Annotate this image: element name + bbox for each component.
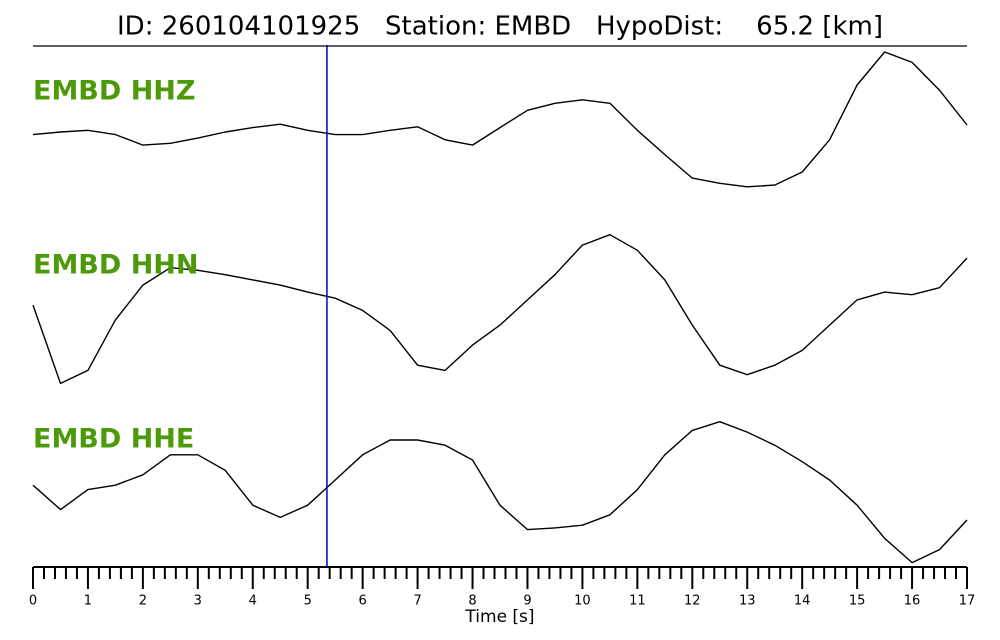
x-tick-label: 8 [468, 594, 476, 609]
x-tick-label: 0 [29, 594, 37, 609]
chart-title: ID: 260104101925 Station: EMBD HypoDist:… [117, 12, 883, 42]
x-tick-label: 1 [84, 594, 92, 609]
x-tick-label: 4 [249, 594, 257, 609]
trace [32, 234, 968, 385]
trace-label: EMBD HHN [33, 250, 199, 281]
trace [32, 51, 968, 188]
x-tick-label: 7 [413, 594, 421, 609]
x-tick-label: 17 [959, 594, 976, 609]
trace-label: EMBD HHZ [33, 76, 195, 107]
x-tick-label: 11 [629, 594, 646, 609]
x-tick-label: 15 [849, 594, 866, 609]
x-tick-label: 14 [794, 594, 811, 609]
x-tick-label: 9 [523, 594, 531, 609]
x-tick-label: 10 [574, 594, 591, 609]
x-tick-label: 5 [304, 594, 312, 609]
x-tick-label: 16 [904, 594, 921, 609]
trace [32, 421, 968, 564]
trace-label: EMBD HHE [33, 424, 194, 455]
x-tick-label: 12 [684, 594, 701, 609]
x-tick-label: 2 [139, 594, 147, 609]
x-tick-label: 13 [739, 594, 756, 609]
x-tick-label: 3 [194, 594, 202, 609]
x-tick-label: 6 [359, 594, 367, 609]
x-axis-label: Time [s] [464, 607, 534, 627]
